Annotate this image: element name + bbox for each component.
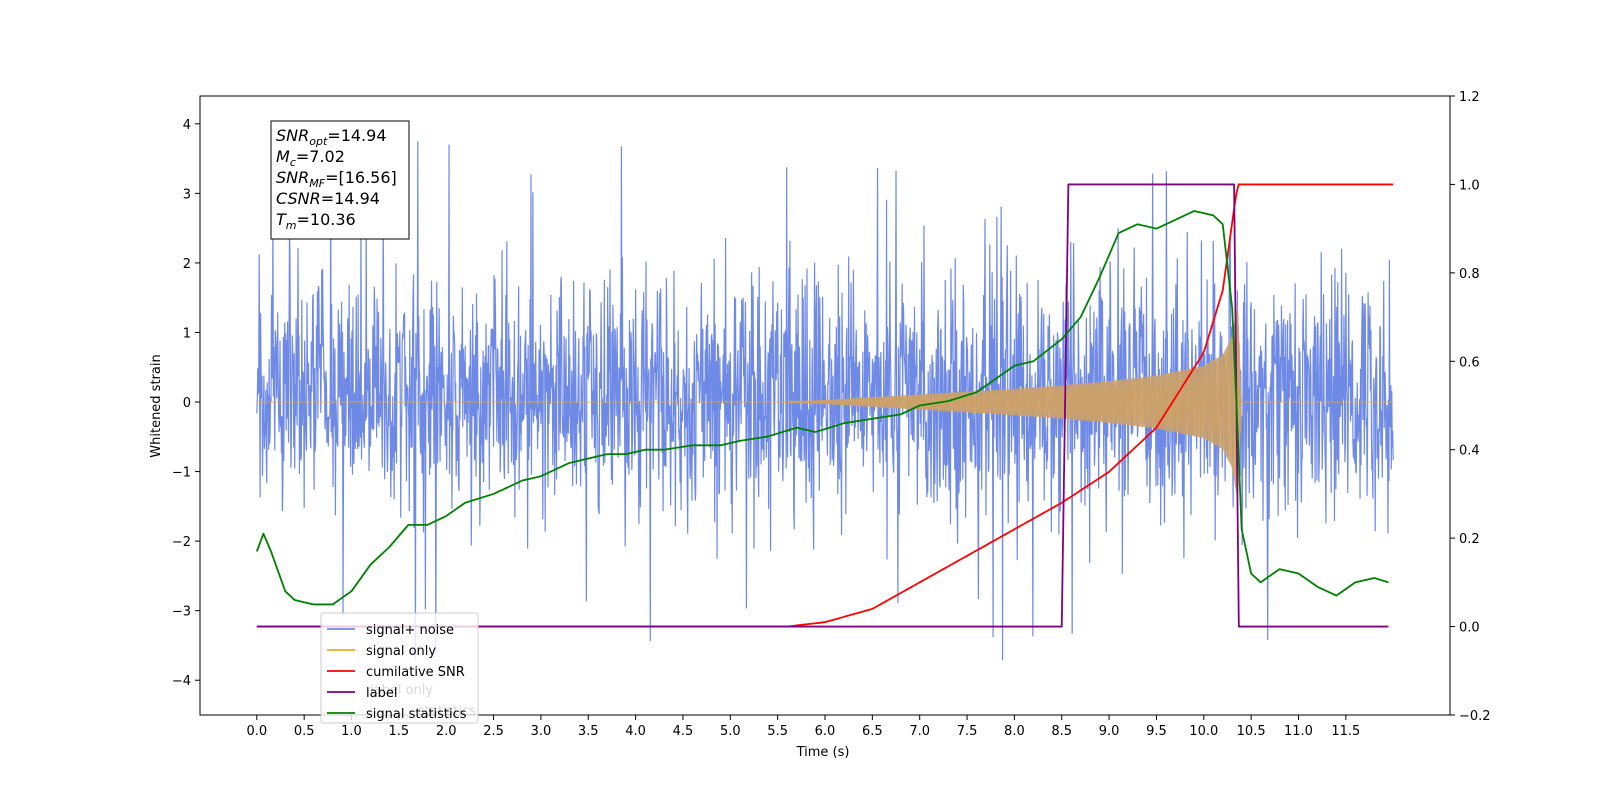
y-left-tick-label: 4 — [183, 118, 191, 133]
x-tick-label: 10.0 — [1189, 724, 1218, 739]
stat-value: =10.36 — [297, 210, 356, 229]
series-label — [256, 183, 1389, 628]
series-signal-only-envelope — [777, 306, 1242, 498]
stat-subscript: opt — [309, 135, 328, 148]
y-right-tick-label: 0.6 — [1459, 355, 1480, 370]
x-tick-label: 4.0 — [625, 724, 646, 739]
x-tick-label: 9.0 — [1099, 724, 1120, 739]
legend-ghost-text: label only — [370, 683, 433, 698]
stat-value: =[16.56] — [325, 168, 397, 187]
legend-entry-label: signal+ noise — [366, 623, 454, 638]
y-right-tick-label: 0.0 — [1459, 621, 1480, 636]
x-tick-label: 3.5 — [578, 724, 599, 739]
x-tick-label: 1.5 — [389, 724, 410, 739]
x-axis: 0.0 0.5 1.0 1.5 2.0 2.5 3.0 3.5 4.0 4.5 5.0 5.5 6.0 6… — [246, 715, 1360, 739]
stat-line: Tm=10.36 — [276, 210, 356, 232]
y-axis-right: 1.2 1.0 0.8 0.6 0.4 0.2 0.0 −0.2 — [1450, 90, 1491, 724]
legend-entry-label: signal only — [366, 644, 436, 659]
legend-entry-label: signal statistics — [366, 707, 467, 722]
x-tick-label: 8.5 — [1051, 724, 1072, 739]
series-signal-noise — [256, 141, 1394, 661]
x-tick-label: 4.5 — [673, 724, 694, 739]
x-tick-label: 2.0 — [436, 724, 457, 739]
stat-label: M — [276, 147, 290, 166]
legend-entry-label: cumilative SNR — [366, 665, 465, 680]
x-tick-label: 0.0 — [246, 724, 267, 739]
legend-ghost-text: statistics — [418, 704, 476, 719]
legend-entry-label: label — [366, 686, 397, 701]
y-right-tick-label: 1.2 — [1459, 90, 1480, 105]
stat-value: =7.02 — [296, 147, 345, 166]
x-tick-label: 11.0 — [1284, 724, 1313, 739]
y-left-tick-label: 0 — [183, 396, 191, 411]
x-tick-label: 7.5 — [957, 724, 978, 739]
legend: label only statistics signal+ noise signal … — [320, 612, 479, 724]
stat-subscript: m — [286, 219, 297, 232]
stat-line: Mc=7.02 — [276, 147, 345, 169]
stat-line: SNRMF=[16.56] — [276, 168, 397, 190]
y-left-tick-label: −2 — [172, 535, 191, 550]
x-tick-label: 0.5 — [294, 724, 315, 739]
x-tick-label: 7.0 — [909, 724, 930, 739]
stats-annotation-box: SNRopt=14.94Mc=7.02SNRMF=[16.56]CSNR=14.… — [270, 120, 410, 240]
y-left-tick-label: 3 — [183, 187, 191, 202]
x-tick-label: 10.5 — [1237, 724, 1266, 739]
y-left-tick-label: 2 — [183, 257, 191, 272]
y-left-tick-label: −1 — [172, 466, 191, 481]
stat-label: SNR — [276, 168, 309, 187]
y-right-tick-label: −0.2 — [1459, 709, 1491, 724]
x-tick-label: 9.5 — [1146, 724, 1167, 739]
stat-label: T — [276, 210, 287, 229]
y-right-tick-label: 0.8 — [1459, 267, 1480, 282]
x-tick-label: 5.5 — [767, 724, 788, 739]
x-tick-label: 11.5 — [1331, 724, 1360, 739]
x-tick-label: 8.0 — [1004, 724, 1025, 739]
stat-line: CSNR=14.94 — [276, 189, 380, 208]
stat-value: =14.94 — [321, 189, 380, 208]
y-left-tick-label: −4 — [172, 674, 191, 689]
x-axis-label: Time (s) — [796, 745, 850, 760]
y-right-tick-label: 0.2 — [1459, 532, 1480, 547]
stat-subscript: c — [290, 156, 296, 169]
y-left-tick-label: 1 — [183, 326, 191, 341]
y-axis-label: Whitened strain — [149, 354, 164, 457]
stat-line: SNRopt=14.94 — [276, 126, 387, 148]
x-tick-label: 5.0 — [720, 724, 741, 739]
x-tick-label: 1.0 — [341, 724, 362, 739]
x-tick-label: 6.5 — [862, 724, 883, 739]
stat-label: SNR — [276, 126, 309, 145]
x-tick-label: 3.0 — [531, 724, 552, 739]
stat-subscript: MF — [309, 177, 325, 190]
y-right-tick-label: 0.4 — [1459, 444, 1480, 459]
y-axis-left: 4 3 2 1 0 −1 −2 −3 −4 — [172, 118, 200, 689]
series-layer — [255, 141, 1394, 661]
stat-value: =14.94 — [327, 126, 386, 145]
stat-label: CSNR — [276, 189, 321, 208]
x-tick-label: 6.0 — [815, 724, 836, 739]
y-right-tick-label: 1.0 — [1459, 178, 1480, 193]
y-left-tick-label: −3 — [172, 605, 191, 620]
series-signal-statistics — [255, 210, 1389, 606]
x-tick-label: 2.5 — [483, 724, 504, 739]
